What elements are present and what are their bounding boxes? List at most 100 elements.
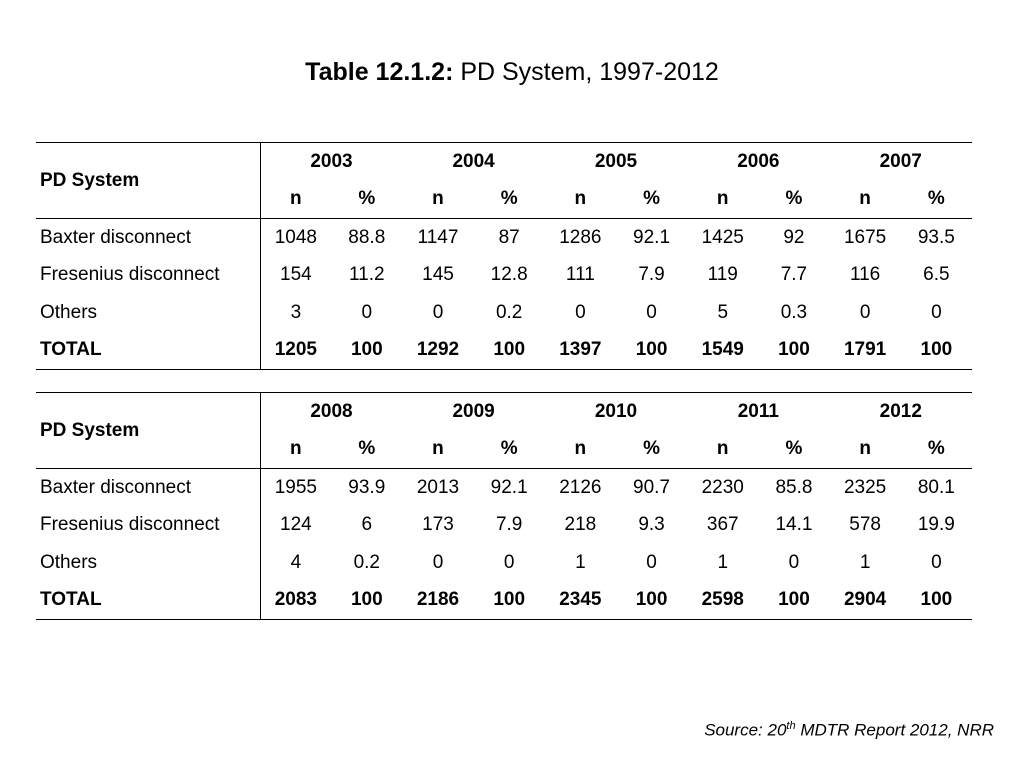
cell: 93.5	[917, 226, 955, 248]
cell: 0	[788, 551, 800, 573]
cell: 85.8	[775, 476, 813, 498]
row-label: Baxter disconnect	[36, 468, 261, 507]
year-header: 2009	[402, 392, 545, 431]
cell: 1955	[274, 476, 317, 498]
subheader-row: n % n % n % n % n %	[36, 180, 972, 219]
percent-header: %	[331, 180, 403, 219]
cell: 1425	[701, 226, 744, 248]
year-header: 2006	[687, 142, 830, 181]
cell: 111	[565, 264, 595, 286]
source-prefix: Source: 20	[704, 720, 787, 740]
cell: 119	[707, 264, 738, 286]
cell: 1292	[402, 331, 474, 370]
cell: 0	[503, 551, 515, 573]
cell: 1397	[544, 331, 616, 370]
corner-header: PD System	[36, 142, 261, 219]
cell: 4	[290, 551, 302, 573]
year-header: 2012	[829, 392, 972, 431]
table-row: Fresenius disconnect 154 11.2 145 12.8 1…	[36, 256, 972, 294]
cell: 2126	[559, 476, 602, 498]
n-header: n	[260, 180, 332, 219]
cell: 0	[361, 301, 373, 323]
year-header-row: PD System 2003 2004 2005 2006 2007	[36, 142, 972, 219]
cell: 1675	[843, 226, 887, 248]
n-header: n	[402, 430, 474, 469]
cell: 0.3	[780, 301, 808, 323]
cell: 1549	[687, 331, 759, 370]
percent-header: %	[473, 430, 545, 469]
cell: 1147	[417, 226, 459, 248]
cell: 92.1	[633, 226, 671, 248]
percent-header: %	[473, 180, 545, 219]
cell: 2325	[843, 476, 887, 498]
cell: 1048	[274, 226, 317, 248]
cell: 578	[849, 514, 881, 536]
cell: 6.5	[923, 264, 950, 286]
cell: 100	[900, 581, 972, 620]
table-caption: PD System, 1997-2012	[453, 58, 719, 86]
cell: 92	[783, 226, 805, 248]
row-label: TOTAL	[36, 581, 261, 620]
cell: 92.1	[490, 476, 528, 498]
cell: 93.9	[348, 476, 386, 498]
n-header: n	[829, 180, 901, 219]
cell: 0	[931, 551, 942, 573]
cell: 0.2	[495, 301, 523, 323]
cell: 100	[331, 581, 403, 620]
percent-header: %	[900, 430, 972, 469]
cell: 1286	[559, 226, 602, 248]
cell: 116	[849, 264, 881, 286]
percent-header: %	[758, 180, 830, 219]
cell: 7.9	[638, 264, 665, 286]
pd-system-table-2003-2007: PD System 2003 2004 2005 2006 2007 n % n…	[36, 142, 972, 370]
table-row: Baxter disconnect 1955 93.9 2013 92.1 21…	[36, 468, 972, 507]
row-label: Baxter disconnect	[36, 218, 261, 257]
table-row: Others 4 0.2 0 0 1 0 1 0 1 0	[36, 544, 972, 582]
cell: 7.7	[780, 264, 808, 286]
cell: 14.1	[775, 514, 813, 536]
n-header: n	[829, 430, 901, 469]
cell: 2186	[402, 581, 474, 620]
corner-header: PD System	[36, 392, 261, 469]
cell: 12.8	[490, 264, 528, 286]
cell: 100	[331, 331, 403, 370]
page-title: Table 12.1.2: PD System, 1997-2012	[0, 56, 1024, 88]
cell: 218	[564, 514, 597, 536]
source-note: Source: 20th MDTR Report 2012, NRR	[704, 720, 994, 741]
n-header: n	[260, 430, 332, 469]
cell: 0	[646, 551, 657, 573]
cell: 2345	[544, 581, 616, 620]
cell: 0	[575, 301, 586, 323]
cell: 100	[615, 331, 688, 370]
n-header: n	[402, 180, 474, 219]
table-row: Baxter disconnect 1048 88.8 1147 87 1286…	[36, 218, 972, 257]
cell: 2230	[701, 476, 744, 498]
cell: 88.8	[348, 226, 386, 248]
cell: 100	[758, 331, 830, 370]
n-header: n	[687, 430, 759, 469]
percent-header: %	[331, 430, 403, 469]
year-header: 2007	[829, 142, 972, 181]
cell: 0	[646, 301, 657, 323]
percent-header: %	[615, 430, 688, 469]
cell: 2904	[829, 581, 901, 620]
percent-header: %	[900, 180, 972, 219]
cell: 100	[473, 581, 545, 620]
cell: 1205	[260, 331, 332, 370]
subheader-row: n % n % n % n % n %	[36, 430, 972, 469]
cell: 2083	[260, 581, 332, 620]
cell: 80.1	[917, 476, 955, 498]
cell: 1	[717, 551, 729, 573]
cell: 0.2	[353, 551, 380, 573]
cell: 124	[280, 514, 312, 536]
cell: 0	[859, 301, 871, 323]
cell: 90.7	[633, 476, 671, 498]
table-row: Others 3 0 0 0.2 0 0 5 0.3 0 0	[36, 294, 972, 332]
cell: 5	[717, 301, 729, 323]
percent-header: %	[758, 430, 830, 469]
cell: 2598	[687, 581, 759, 620]
total-row: TOTAL 2083 100 2186 100 2345 100 2598 10…	[36, 581, 972, 620]
cell: 100	[615, 581, 688, 620]
cell: 2013	[416, 476, 460, 498]
cell: 100	[900, 331, 972, 370]
